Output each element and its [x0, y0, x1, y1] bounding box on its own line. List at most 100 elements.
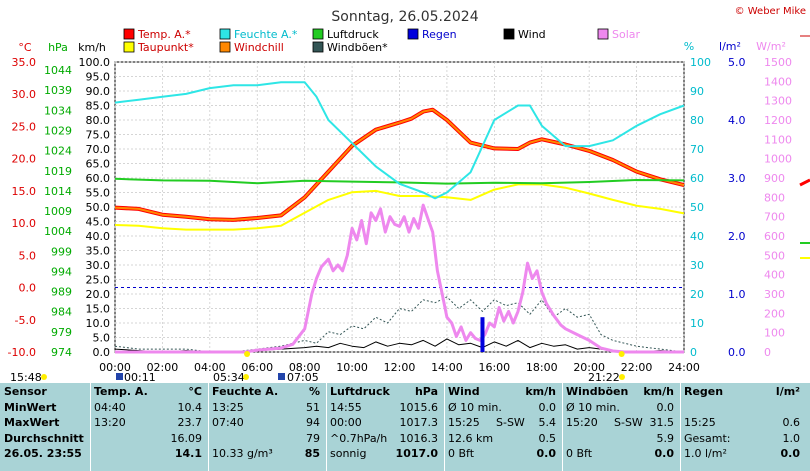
series-line-feuchtea	[114, 81, 685, 200]
moon-icon	[116, 373, 123, 380]
solar-tick-label: 1300	[764, 95, 792, 108]
stats-row-direction: S-SW	[614, 416, 643, 430]
x-tick-label: 04:00	[194, 361, 226, 374]
rain-tick-label: 5.0	[728, 56, 746, 69]
stats-row-value: 14.1	[174, 447, 202, 461]
solar-tick-label: 500	[764, 249, 785, 262]
humidity-tick-label: 100	[690, 56, 711, 69]
temp-tick-label: 5.0	[19, 249, 37, 262]
stats-header-row: Feuchte A.%	[208, 383, 326, 400]
wind-tick-label: 10.0	[86, 317, 111, 330]
stats-row: Durchschnitt	[0, 431, 90, 446]
stats-header-unit: km/h	[643, 385, 674, 398]
legend-swatch-1	[219, 28, 231, 40]
stats-row-label: sonnig	[330, 447, 367, 461]
stats-header-unit: °C	[188, 385, 202, 398]
temp-tick-label: 35.0	[12, 56, 37, 69]
stats-row: ^0.7hPa/h 1016.3	[326, 431, 444, 446]
stats-row-label: 26.05. 23:55	[4, 447, 82, 461]
solar-unit-label: W/m²	[756, 40, 786, 53]
rain-tick-label: 1.0	[728, 288, 746, 301]
rain-unit-label: l/m²	[719, 40, 741, 53]
stats-row: 13:20 23.7	[90, 415, 208, 430]
stats-row-value: 23.7	[177, 416, 203, 430]
x-tick-label: 08:00	[289, 361, 321, 374]
wind-tick-label: 75.0	[86, 129, 111, 142]
x-tick-label: 16:00	[478, 361, 510, 374]
rain-tick-label: 0.0	[728, 346, 746, 359]
temp-tick-label: -10.0	[8, 346, 36, 359]
stats-row: 10.33 g/m³ 85	[208, 446, 326, 461]
solar-tick-label: 800	[764, 191, 785, 204]
wind-tick-label: 20.0	[86, 288, 111, 301]
wind-tick-label: 35.0	[86, 245, 111, 258]
legend-label-1: Feuchte A.*	[234, 28, 298, 41]
column-divider	[90, 383, 91, 471]
x-tick-label: 24:00	[668, 361, 700, 374]
solar-tick-label: 1400	[764, 75, 792, 88]
stats-row-value: 1015.6	[399, 401, 439, 414]
rain-tick-label: 3.0	[728, 172, 746, 185]
sunset-marker	[618, 351, 625, 357]
temp-tick-label: 25.0	[12, 120, 37, 133]
legend-swatch-5	[597, 28, 609, 40]
solar-tick-label: 0	[764, 346, 771, 359]
stats-row-value: 85	[304, 447, 320, 461]
stats-row-value: 0.6	[782, 416, 801, 430]
legend-label-6: Taupunkt*	[137, 41, 194, 54]
stats-row-value: 1017.0	[395, 447, 438, 461]
pressure-tick-label: 994	[51, 265, 72, 278]
series-line-solar	[115, 203, 684, 354]
x-tick-label: 22:00	[621, 361, 653, 374]
stats-header-row: Regen l/m²	[680, 383, 806, 400]
stats-row: 15:20 S-SW 31.5	[562, 415, 680, 430]
stats-row-label: ^0.7hPa/h	[330, 431, 388, 445]
humidity-tick-label: 90	[690, 85, 704, 98]
wind-tick-label: 45.0	[86, 216, 111, 229]
wind-tick-label: 100.0	[79, 56, 111, 69]
stats-row-label: 12.6 km	[448, 431, 494, 445]
stats-row: 04:40 10.4	[90, 400, 208, 415]
x-tick-label: 00:00	[99, 361, 131, 374]
stats-row	[680, 400, 806, 415]
pressure-tick-label: 979	[51, 326, 72, 339]
legend-label-5: Solar	[612, 28, 641, 41]
series-line-taupunkt	[114, 183, 685, 231]
stats-row-value: 16.09	[170, 431, 203, 445]
column-divider	[444, 383, 445, 471]
x-tick-label: 20:00	[573, 361, 605, 374]
copyright-label: © Weber Mike	[735, 6, 806, 17]
chart-title: Sonntag, 26.05.2024	[331, 9, 478, 25]
series-line-luftdruck	[114, 177, 685, 185]
sunset-icon	[619, 374, 625, 380]
stats-row-label: Ø 10 min.	[566, 401, 620, 414]
stats-row: 79	[208, 431, 326, 446]
stats-header-label: Feuchte A.	[212, 385, 279, 398]
stats-row-value: 5.4	[538, 416, 557, 430]
wind-tick-label: 30.0	[86, 259, 111, 272]
stats-column: Feuchte A.% 13:25 51 07:40 94 79 10.33 g/m³ 85	[208, 383, 326, 471]
stats-row-value: 0.0	[536, 447, 557, 461]
solar-tick-label: 400	[764, 269, 785, 282]
rain-tick-label: 2.0	[728, 230, 746, 243]
weather-chart: Sonntag, 26.05.2024 © Weber Mike Temp. A.*…	[8, 6, 810, 383]
day-length-label: 15:48	[10, 371, 42, 383]
stats-row-direction: S-SW	[496, 416, 525, 430]
stats-header-row: Temp. A. °C	[90, 383, 208, 400]
wind-tick-label: 65.0	[86, 158, 111, 171]
stats-row-value: 1016.3	[399, 431, 439, 445]
pressure-tick-label: 1014	[44, 185, 72, 198]
legend-label-7: Windchill	[234, 41, 284, 54]
pressure-tick-label: 989	[51, 286, 72, 299]
wind-tick-label: 40.0	[86, 230, 111, 243]
wind-unit-label: km/h	[78, 41, 106, 54]
humidity-tick-label: 40	[690, 230, 704, 243]
sunrise-time: 05:34	[213, 371, 245, 383]
solar-tick-label: 700	[764, 211, 785, 224]
stats-row-label: 15:25	[448, 416, 480, 430]
stats-row-value: 51	[306, 401, 320, 414]
rain-bar	[480, 317, 485, 352]
legend-label-0: Temp. A.*	[137, 28, 191, 41]
stats-column: Windböen km/h Ø 10 min. 0.0 15:20 S-SW 31.5 5.9…	[562, 383, 680, 471]
solar-tick-label: 600	[764, 230, 785, 243]
